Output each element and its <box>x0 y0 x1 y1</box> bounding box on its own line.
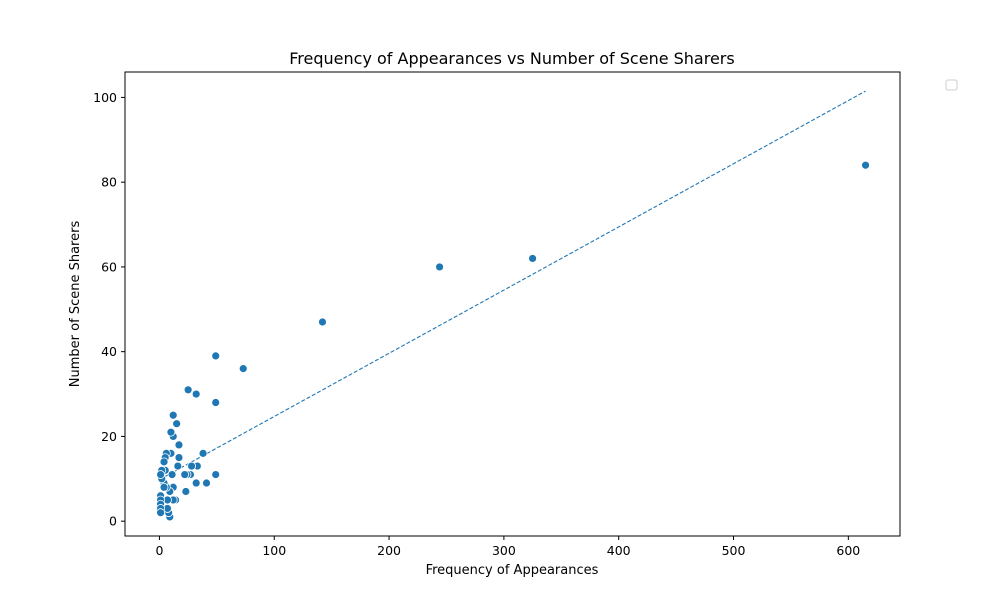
y-axis-ticks: 0 20 40 60 80 100 <box>93 90 125 529</box>
data-points <box>156 160 870 522</box>
data-point <box>180 470 190 479</box>
x-tick-label: 100 <box>262 543 286 558</box>
data-point <box>159 457 169 467</box>
y-tick-label: 20 <box>101 429 117 444</box>
data-point <box>183 385 193 395</box>
data-point <box>187 461 196 471</box>
x-axis-label: Frequency of Appearances <box>426 563 599 578</box>
data-point <box>166 427 176 437</box>
x-tick-label: 600 <box>836 543 860 558</box>
x-tick-label: 200 <box>377 543 401 558</box>
data-point <box>202 478 211 488</box>
y-tick-label: 80 <box>101 175 117 190</box>
x-tick-label: 500 <box>722 543 746 558</box>
chart-title: Frequency of Appearances vs Number of Sc… <box>289 49 734 68</box>
data-point <box>198 448 208 458</box>
data-point <box>318 317 327 327</box>
y-tick-label: 60 <box>101 259 117 274</box>
plot-area-frame <box>124 71 901 537</box>
x-axis-ticks: 0 100 200 300 400 500 600 <box>155 536 860 558</box>
data-point <box>167 470 177 479</box>
data-point <box>528 254 537 263</box>
data-point <box>238 364 248 374</box>
data-point <box>435 262 444 272</box>
data-point <box>174 453 184 463</box>
data-point <box>173 461 183 471</box>
data-point <box>191 478 201 488</box>
data-point <box>174 440 184 450</box>
data-point <box>191 389 201 399</box>
legend-box <box>945 79 958 91</box>
data-point <box>211 398 221 407</box>
data-point <box>211 351 221 361</box>
x-tick-label: 0 <box>155 543 163 558</box>
data-point <box>181 487 191 496</box>
data-point <box>156 508 165 518</box>
x-tick-label: 400 <box>607 543 631 558</box>
y-tick-label: 100 <box>93 90 117 105</box>
data-point <box>159 482 169 492</box>
y-tick-label: 0 <box>109 514 117 529</box>
x-tick-label: 300 <box>492 543 516 558</box>
data-point <box>211 470 221 479</box>
data-point <box>861 160 870 170</box>
y-tick-label: 40 <box>101 344 117 359</box>
y-axis-label: Number of Scene Sharers <box>68 221 83 388</box>
data-point <box>168 410 178 420</box>
data-point <box>156 470 165 479</box>
trend-line <box>159 90 866 481</box>
data-point <box>172 419 182 429</box>
